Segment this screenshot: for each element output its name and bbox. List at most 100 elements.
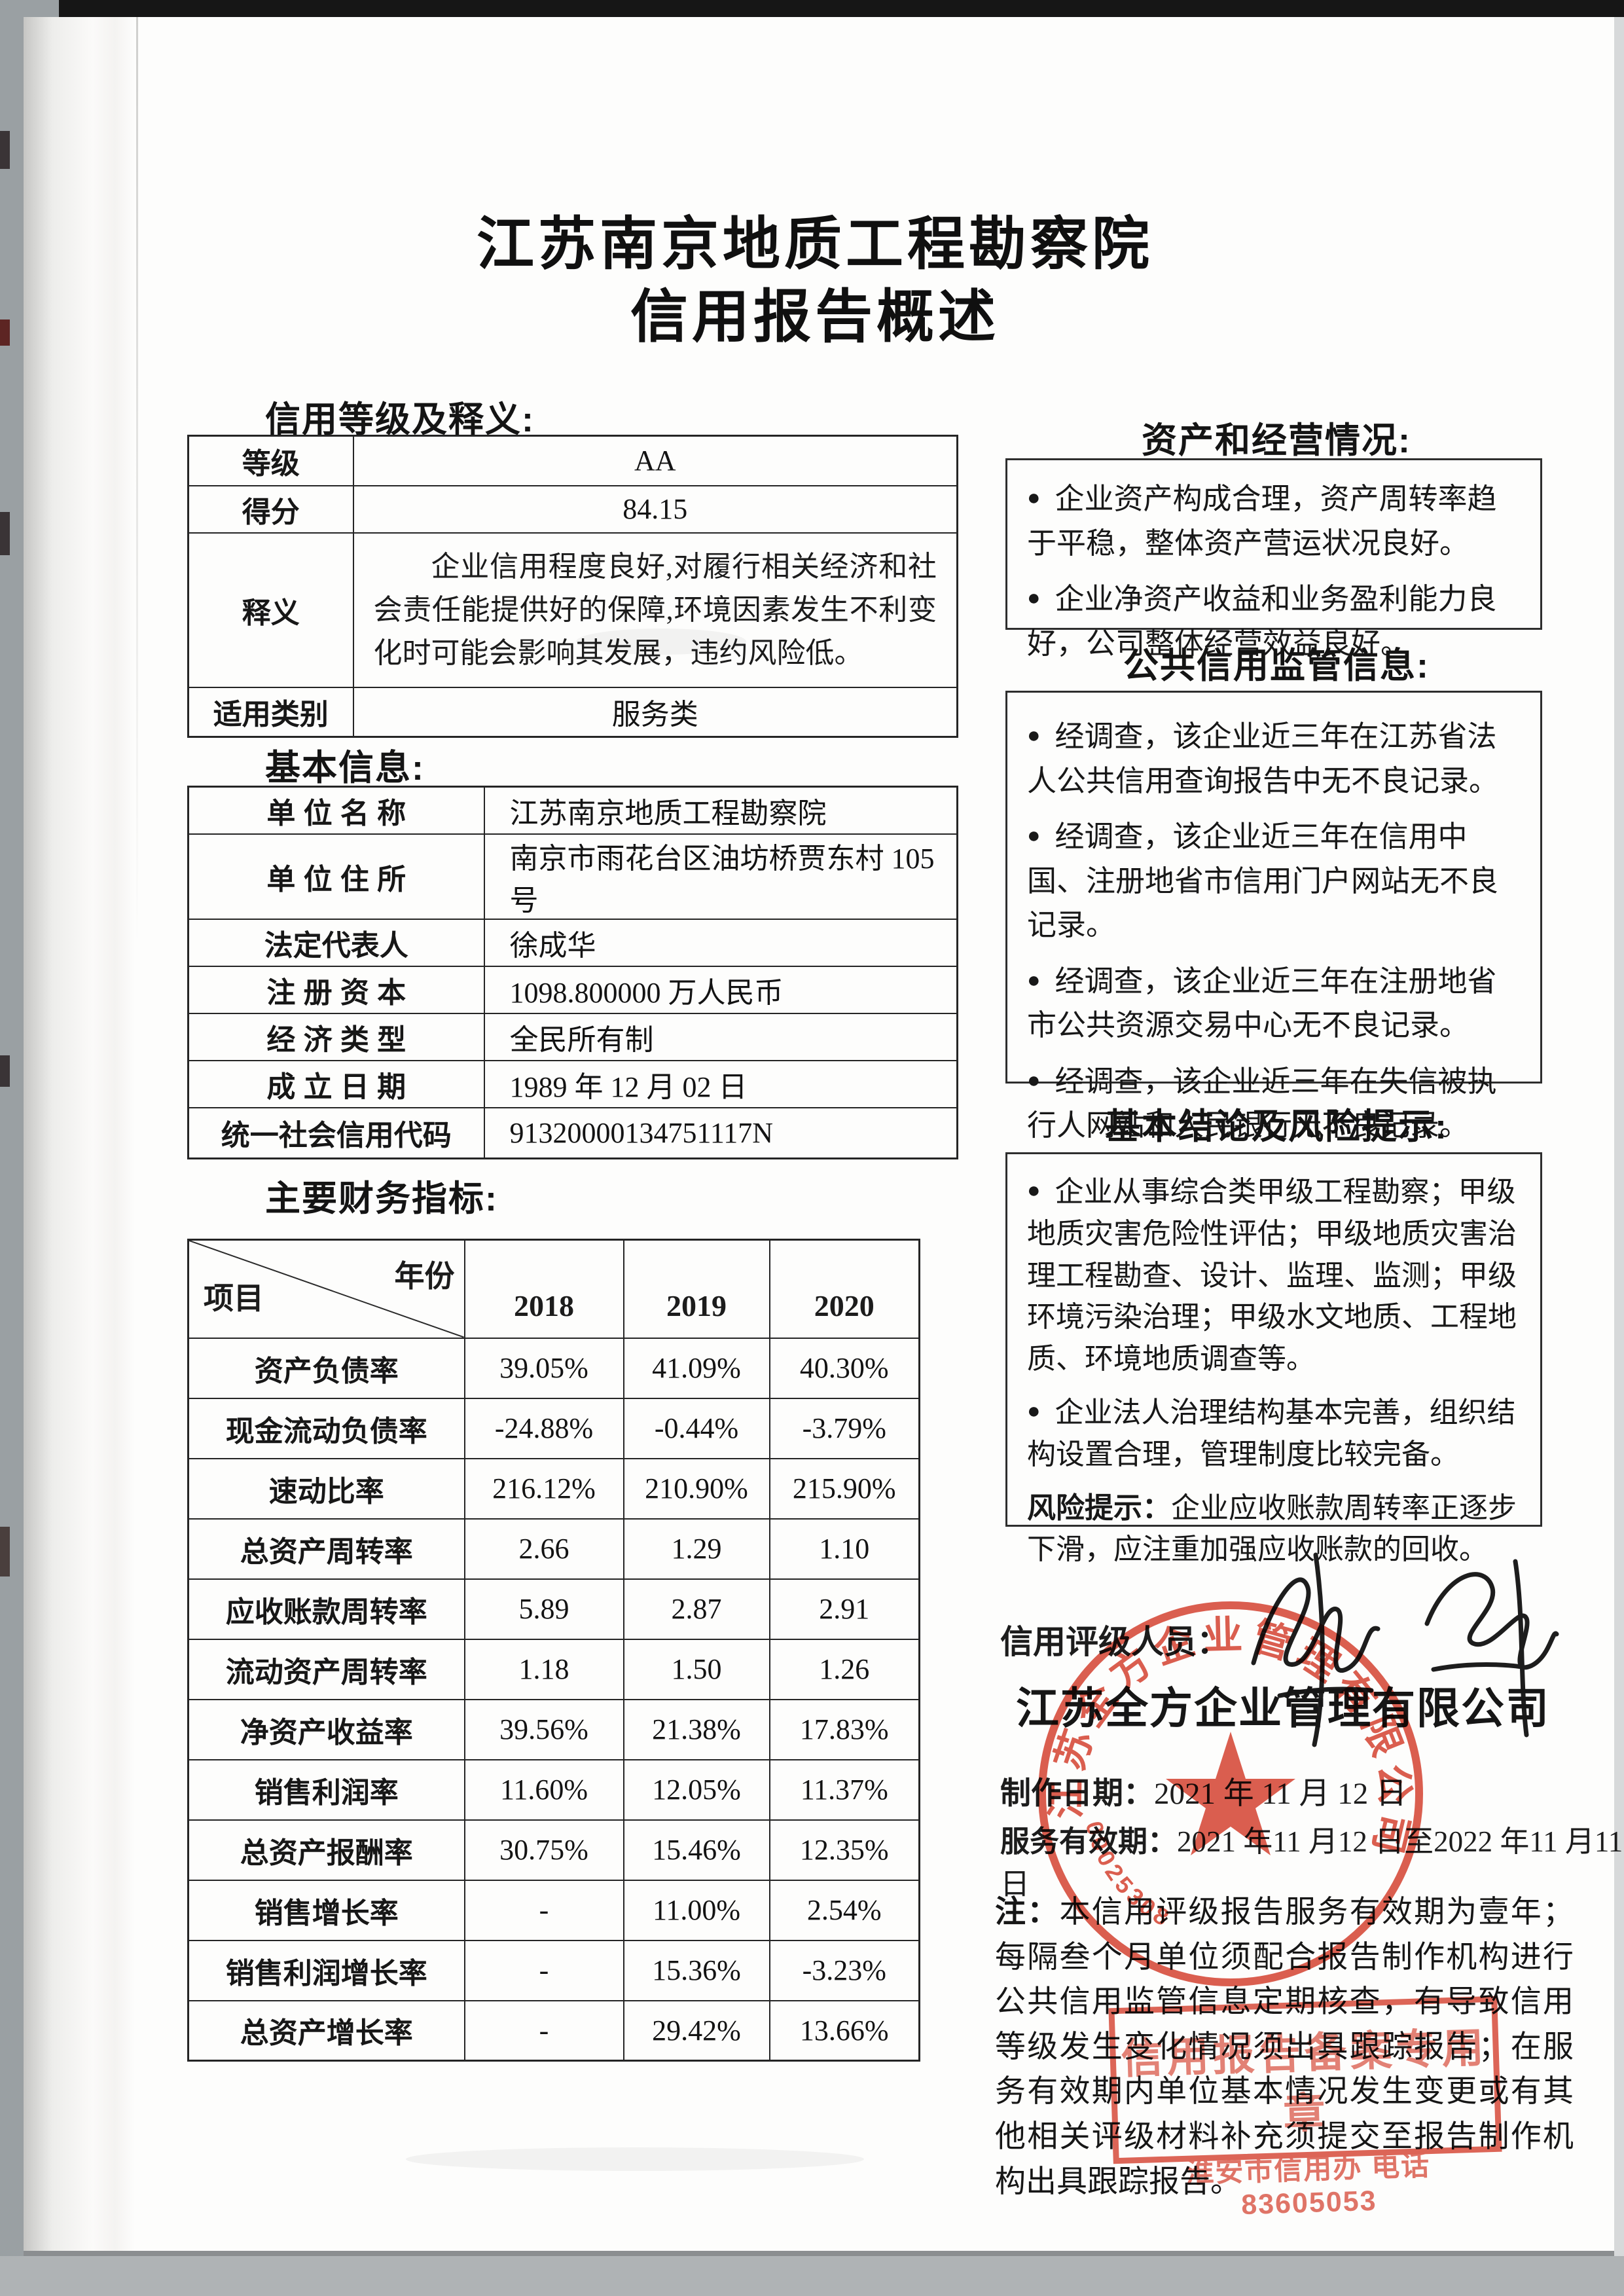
assets-bullet-1: ● 企业资产构成合理，资产周转率趋于平稳，整体资产营运状况良好。 — [1027, 477, 1521, 566]
metric-label: 应收账款周转率 — [187, 1578, 465, 1640]
score-value: 84.15 — [352, 484, 958, 534]
report-title-line1: 江苏南京地质工程勘察院 — [476, 211, 1153, 276]
footnote: 注：本信用评级报告服务有效期为壹年；每隔叁个月单位须配合报告制作机构进行公共信用… — [995, 1889, 1574, 2204]
rater-signature — [1251, 1552, 1559, 1747]
metric-2018: 39.05% — [463, 1337, 624, 1399]
public-credit-box: ● 经调查，该企业近三年在江苏省法人公共信用查询报告中无不良记录。 ● 经调查，该企… — [1005, 691, 1542, 1142]
company-seal-stamp: 江苏全方企业管理有限公司 00025308 — [1038, 1601, 1423, 1986]
footnote-text: 本信用评级报告服务有效期为壹年；每隔叁个月单位须配合报告制作机构进行公共信用监管… — [995, 1895, 1574, 2199]
page-bottom-edge — [24, 2251, 1624, 2256]
bullet-icon: ● — [1027, 486, 1041, 510]
table-row: 流动资产周转率 1.18 1.50 1.26 — [187, 1638, 920, 1700]
risk-text: 企业应收账款周转率正逐步下滑，应注重加强应收账款的回收。 — [1027, 1491, 1517, 1566]
row-label: 经 济 类 型 — [187, 1012, 485, 1061]
scan-artifact — [0, 512, 10, 555]
assets-bullet-2: ● 企业净资产收益和业务盈利能力良好，公司整体经营效益良好。 — [1027, 577, 1521, 666]
metric-label: 销售利润增长率 — [187, 1939, 465, 2001]
metric-2019: 210.90% — [623, 1457, 770, 1520]
seal-star-icon — [1166, 1732, 1295, 1855]
page-curl-edge — [24, 17, 135, 2256]
scan-smudge — [406, 2147, 864, 2171]
filing-stamp-title: 信用报告备案专用章 — [1120, 2024, 1489, 2138]
year-header-2018: 2018 — [463, 1239, 624, 1339]
bullet-icon: ● — [1027, 1398, 1041, 1423]
bullet-icon: ● — [1027, 723, 1041, 748]
public-bullet-4: ● 经调查，该企业近三年在失信被执行人网站和人民银行无不良记录。 — [1027, 1060, 1521, 1148]
table-row: 净资产收益率 39.56% 21.38% 17.83% — [187, 1698, 920, 1760]
public-bullet-2-text: 经调查，该企业近三年在信用中国、注册地省市信用门户网站无不良记录。 — [1027, 820, 1499, 941]
table-row: 销售增长率 - 11.00% 2.54% — [187, 1879, 920, 1941]
year-header-2020: 2020 — [768, 1239, 920, 1339]
table-row: 速动比率 216.12% 210.90% 215.90% — [187, 1457, 920, 1520]
table-row: 统一社会信用代码 91320000134751117N — [187, 1106, 958, 1159]
metric-label: 销售增长率 — [187, 1879, 465, 1941]
footnote-prefix: 注： — [995, 1894, 1060, 1929]
metric-2018: - — [463, 1879, 624, 1941]
scanner-bottom-strip — [0, 2256, 1624, 2296]
conclusion-bullet-2: ● 企业法人治理结构基本完善，组织结构设置合理，管理制度比较完备。 — [1027, 1392, 1521, 1476]
table-row: 现金流动负债率 -24.88% -0.44% -3.79% — [187, 1397, 920, 1459]
metric-2019: 21.38% — [623, 1698, 770, 1760]
row-value: 徐成华 — [483, 918, 958, 967]
table-row: 适用类别 服务类 — [187, 686, 958, 738]
metric-2019: 11.00% — [623, 1879, 770, 1941]
metric-2019: 2.87 — [623, 1578, 770, 1640]
table-row: 资产负债率 39.05% 41.09% 40.30% — [187, 1337, 920, 1399]
row-value: 91320000134751117N — [483, 1106, 958, 1159]
metric-label: 资产负债率 — [187, 1337, 465, 1399]
financial-header-row: 年份 项目 2018 2019 2020 — [187, 1239, 920, 1339]
row-value: 1098.800000 万人民币 — [483, 965, 958, 1014]
grade-label: 等级 — [187, 435, 354, 486]
table-row: 单 位 名 称 江苏南京地质工程勘察院 — [187, 786, 958, 835]
conclusion-heading: 基本结论及风险提示: — [1105, 1107, 1448, 1146]
metric-2018: 39.56% — [463, 1698, 624, 1760]
metric-2020: 11.37% — [768, 1758, 920, 1821]
metric-2020: -3.23% — [768, 1939, 920, 2001]
bullet-icon: ● — [1027, 968, 1041, 993]
metric-2018: 11.60% — [463, 1758, 624, 1821]
row-value: 全民所有制 — [483, 1012, 958, 1061]
metric-2019: -0.44% — [623, 1397, 770, 1459]
bullet-icon: ● — [1027, 1068, 1041, 1093]
scanner-top-bar — [59, 0, 1624, 17]
row-label: 单 位 住 所 — [187, 833, 485, 920]
metric-2019: 1.50 — [623, 1638, 770, 1700]
conclusion-bullet-1: ● 企业从事综合类甲级工程勘察；甲级地质灾害危险性评估；甲级地质灾害治理工程勘查、… — [1027, 1171, 1521, 1380]
table-row: 经 济 类 型 全民所有制 — [187, 1012, 958, 1061]
metric-2019: 29.42% — [623, 1999, 770, 2062]
assets-bullet-2-text: 企业净资产收益和业务盈利能力良好，公司整体经营效益良好。 — [1027, 583, 1497, 660]
category-label: 适用类别 — [187, 686, 354, 738]
metric-2020: 40.30% — [768, 1337, 920, 1399]
meaning-value: 企业信用程度良好,对履行相关经济和社会责任能提供好的保障,环境因素发生不利变化时… — [352, 532, 958, 688]
metric-label: 总资产增长率 — [187, 1999, 465, 2062]
financial-table: 年份 项目 2018 2019 2020 资产负债率 39.05% 41.09%… — [187, 1239, 920, 2062]
scan-artifact — [0, 1527, 10, 1576]
assets-bullet-1-text: 企业资产构成合理，资产周转率趋于平稳，整体资产营运状况良好。 — [1027, 483, 1497, 560]
row-label: 注 册 资 本 — [187, 965, 485, 1014]
metric-2018: -24.88% — [463, 1397, 624, 1459]
row-value: 南京市雨花台区油坊桥贾东村 105 号 — [483, 833, 958, 920]
table-row: 单 位 住 所 南京市雨花台区油坊桥贾东村 105 号 — [187, 833, 958, 920]
table-row: 法定代表人 徐成华 — [187, 918, 958, 967]
metric-2018: - — [463, 1939, 624, 2001]
metric-2020: 17.83% — [768, 1698, 920, 1760]
metric-2020: 2.54% — [768, 1879, 920, 1941]
page-right-edge — [1614, 17, 1624, 2256]
assets-box: ● 企业资产构成合理，资产周转率趋于平稳，整体资产营运状况良好。 ● 企业净资产收益… — [1005, 458, 1542, 660]
risk-note: 风险提示：企业应收账款周转率正逐步下滑，应注重加强应收账款的回收。 — [1027, 1487, 1521, 1571]
metric-label: 流动资产周转率 — [187, 1638, 465, 1700]
scan-artifact — [0, 1055, 10, 1087]
metric-2020: 2.91 — [768, 1578, 920, 1640]
category-value: 服务类 — [352, 686, 958, 738]
row-value: 江苏南京地质工程勘察院 — [483, 786, 958, 835]
conclusion-bullet-1-text: 企业从事综合类甲级工程勘察；甲级地质灾害危险性评估；甲级地质灾害治理工程勘查、设… — [1027, 1176, 1517, 1376]
conclusion-bullet-2-text: 企业法人治理结构基本完善，组织结构设置合理，管理制度比较完备。 — [1027, 1396, 1516, 1470]
table-row: 总资产报酬率 30.75% 15.46% 12.35% — [187, 1819, 920, 1881]
score-label: 得分 — [187, 484, 354, 534]
diagonal-line — [189, 1241, 464, 1338]
bullet-icon: ● — [1027, 586, 1041, 610]
metric-2020: 13.66% — [768, 1999, 920, 2062]
svg-text:00025308: 00025308 — [1081, 1818, 1177, 1933]
seal-ring — [1038, 1601, 1423, 1986]
